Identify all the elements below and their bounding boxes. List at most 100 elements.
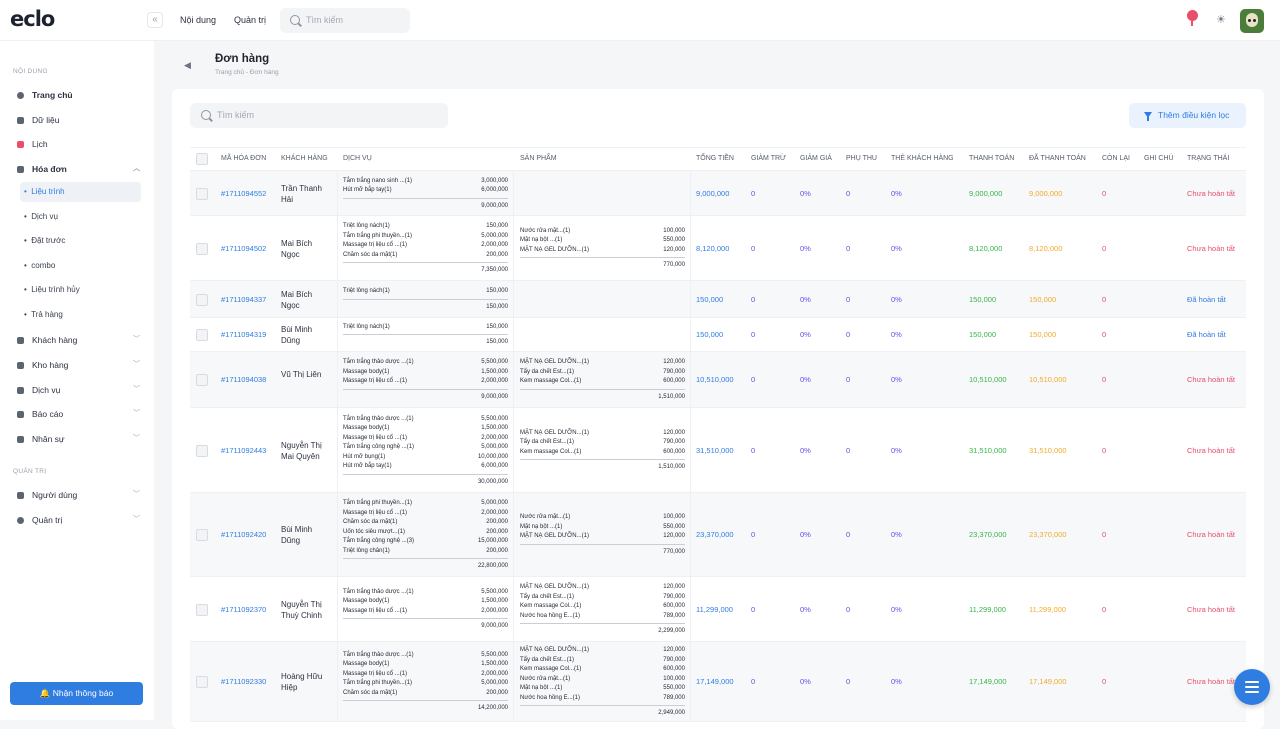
customer-name[interactable]: Mai Bích Ngọc: [281, 289, 313, 310]
discount-percent: 0%: [800, 188, 811, 198]
service-amount: 200,000: [486, 519, 508, 525]
sidebar-item-services[interactable]: Dịch vụ ﹀: [17, 381, 147, 399]
order-code-link[interactable]: #1711094038: [221, 375, 267, 384]
row-checkbox[interactable]: [196, 603, 208, 616]
sidebar-subitem-combo[interactable]: • combo: [24, 261, 56, 270]
row-checkbox[interactable]: [196, 242, 208, 255]
sidebar-item-invoice[interactable]: Hóa đơn ︿: [17, 160, 147, 178]
paid-amount: 23,370,000: [1029, 530, 1067, 539]
row-checkbox[interactable]: [196, 676, 208, 688]
customer-name[interactable]: Bùi Minh Dũng: [281, 525, 313, 545]
row-checkbox[interactable]: [196, 444, 208, 457]
customer-name[interactable]: Hoàng Hữu Hiệp: [281, 672, 323, 692]
speaker-icon[interactable]: ◀︎: [184, 60, 191, 70]
sidebar-subitem-cancelled[interactable]: • Liệu trình hủy: [24, 285, 80, 294]
table-row[interactable]: #1711092443 Nguyễn Thị Mai Quyên Tắm trắng…: [190, 408, 1246, 493]
deduct-amount: 0: [751, 330, 756, 339]
order-code-link[interactable]: #1711092420: [221, 530, 267, 539]
add-filter-button[interactable]: Thêm điều kiện lọc: [1129, 103, 1246, 128]
order-code-link[interactable]: #1711094502: [221, 243, 267, 253]
theme-toggle-icon[interactable]: ☀: [1216, 14, 1226, 26]
col-total[interactable]: TỔNG TIỀN: [696, 155, 734, 162]
order-code-link[interactable]: #1711092330: [221, 677, 267, 686]
user-avatar[interactable]: [1240, 9, 1264, 33]
sidebar-item-data[interactable]: Dữ liệu: [17, 111, 147, 129]
order-code-link[interactable]: #1711094337: [221, 294, 267, 304]
col-customer[interactable]: KHÁCH HÀNG: [281, 155, 328, 162]
top-search-input[interactable]: Tìm kiếm: [280, 8, 410, 33]
service-name: Massage body(1): [343, 598, 390, 605]
order-code-link[interactable]: #1711092370: [221, 604, 267, 614]
customer-name[interactable]: Nguyễn Thị Thuỳ Chinh: [281, 599, 322, 620]
col-services[interactable]: DỊCH VỤ: [343, 155, 372, 162]
app-logo[interactable]: eclo: [10, 7, 55, 31]
customer-name[interactable]: Trần Thanh Hải: [281, 183, 322, 204]
sidebar-subitem-booking[interactable]: • Đặt trước: [24, 236, 66, 245]
service-amount: 200,000: [486, 547, 508, 554]
products-total: 770,000: [663, 262, 685, 269]
customer-name[interactable]: Vũ Thị Liên: [281, 370, 322, 379]
table-row[interactable]: #1711094319 Bùi Minh Dũng Triệt lông nách(…: [190, 318, 1246, 352]
breadcrumb[interactable]: Trang chủ - Đơn hàng: [215, 69, 279, 76]
service-name: Massage body(1): [343, 661, 390, 668]
sidebar-item-warehouse[interactable]: Kho hàng ﹀: [17, 356, 147, 374]
row-checkbox[interactable]: [196, 187, 208, 200]
col-discount[interactable]: GIẢM GIÁ: [800, 155, 832, 162]
col-code[interactable]: MÃ HÓA ĐƠN: [221, 155, 267, 162]
sidebar-subitem-returns[interactable]: • Trả hàng: [24, 310, 63, 319]
product-name: Kem massage Col...(1): [520, 603, 582, 609]
services-total: 14,200,000: [477, 705, 508, 712]
table-row[interactable]: #1711094552 Trần Thanh Hải Tắm trắng nano …: [190, 171, 1246, 216]
topnav-admin[interactable]: Quản trị: [234, 15, 267, 25]
order-code-link[interactable]: #1711094552: [221, 188, 267, 198]
product-amount: 789,000: [663, 612, 685, 619]
service-line: Massage trị liệu cổ ...(1) 2,000,000: [343, 434, 508, 444]
notification-pin-icon[interactable]: [1187, 10, 1198, 26]
col-remaining[interactable]: CÒN LẠI: [1102, 155, 1131, 162]
order-code-link[interactable]: #1711094319: [221, 330, 267, 339]
sidebar-item-calendar[interactable]: Lịch: [17, 135, 147, 153]
sidebar-item-staff[interactable]: Nhân sự ﹀: [17, 430, 147, 448]
sidebar-item-admin[interactable]: Quản trị ﹀: [17, 511, 147, 529]
order-code-link[interactable]: #1711092443: [221, 445, 267, 455]
table-row[interactable]: #1711092330 Hoàng Hữu Hiệp Tắm trắng thảo …: [190, 642, 1246, 722]
sidebar-item-home[interactable]: Trang chủ: [17, 86, 147, 104]
product-amount: 100,000: [663, 514, 685, 521]
sidebar-subitem-treatment[interactable]: • Liệu trình: [20, 182, 141, 202]
sidebar-item-customers[interactable]: Khách hàng ﹀: [17, 331, 147, 349]
customer-name[interactable]: Bùi Minh Dũng: [281, 325, 313, 345]
table-row[interactable]: #1711092370 Nguyễn Thị Thuỳ Chinh Tắm trắn…: [190, 577, 1246, 642]
orders-search-input[interactable]: Tìm kiếm: [190, 103, 448, 128]
col-payment[interactable]: THANH TOÁN: [969, 155, 1015, 162]
sidebar-item-reports[interactable]: Báo cáo ﹀: [17, 405, 147, 423]
customer-name[interactable]: Mai Bích Ngọc: [281, 238, 313, 259]
enable-notifications-button[interactable]: 🔔 Nhận thông báo: [10, 682, 143, 705]
product-amount: 120,000: [663, 533, 685, 540]
topnav-content[interactable]: Nội dung: [180, 15, 217, 25]
status-badge: Đã hoàn tất: [1187, 294, 1226, 304]
menu-fab-button[interactable]: [1234, 669, 1270, 705]
row-checkbox[interactable]: [196, 293, 208, 306]
col-products[interactable]: SẢN PHẨM: [520, 155, 557, 162]
product-name: MẶT NẠ GEL DƯỠN...(1): [520, 584, 589, 590]
sidebar-subitem-service[interactable]: • Dịch vụ: [24, 212, 58, 221]
table-row[interactable]: #1711094502 Mai Bích Ngọc Triệt lông nách(…: [190, 216, 1246, 281]
service-name: Hút mỡ bụng(1): [343, 453, 386, 460]
sidebar-item-users[interactable]: Người dùng ﹀: [17, 486, 147, 504]
customer-name[interactable]: Nguyễn Thị Mai Quyên: [281, 440, 322, 461]
select-all-checkbox[interactable]: [196, 153, 208, 165]
col-card[interactable]: THẺ KHÁCH HÀNG: [891, 155, 954, 162]
collapse-sidebar-button[interactable]: «: [147, 12, 163, 28]
row-checkbox[interactable]: [196, 529, 208, 541]
row-checkbox[interactable]: [196, 329, 208, 341]
table-row[interactable]: #1711092420 Bùi Minh Dũng Tắm trắng phi th…: [190, 493, 1246, 577]
col-surcharge[interactable]: PHỤ THU: [846, 155, 877, 162]
table-row[interactable]: #1711094337 Mai Bích Ngọc Triệt lông nách(…: [190, 281, 1246, 318]
col-status[interactable]: TRẠNG THÁI: [1187, 155, 1230, 162]
col-deduct[interactable]: GIẢM TRỪ: [751, 155, 787, 162]
product-name: Nước hoa hồng E...(1): [520, 612, 580, 619]
col-paid[interactable]: ĐÃ THANH TOÁN: [1029, 155, 1086, 162]
table-row[interactable]: #1711094038 Vũ Thị Liên Tắm trắng thảo dượ…: [190, 352, 1246, 408]
row-checkbox[interactable]: [196, 374, 208, 386]
col-note[interactable]: GHI CHÚ: [1144, 155, 1174, 162]
